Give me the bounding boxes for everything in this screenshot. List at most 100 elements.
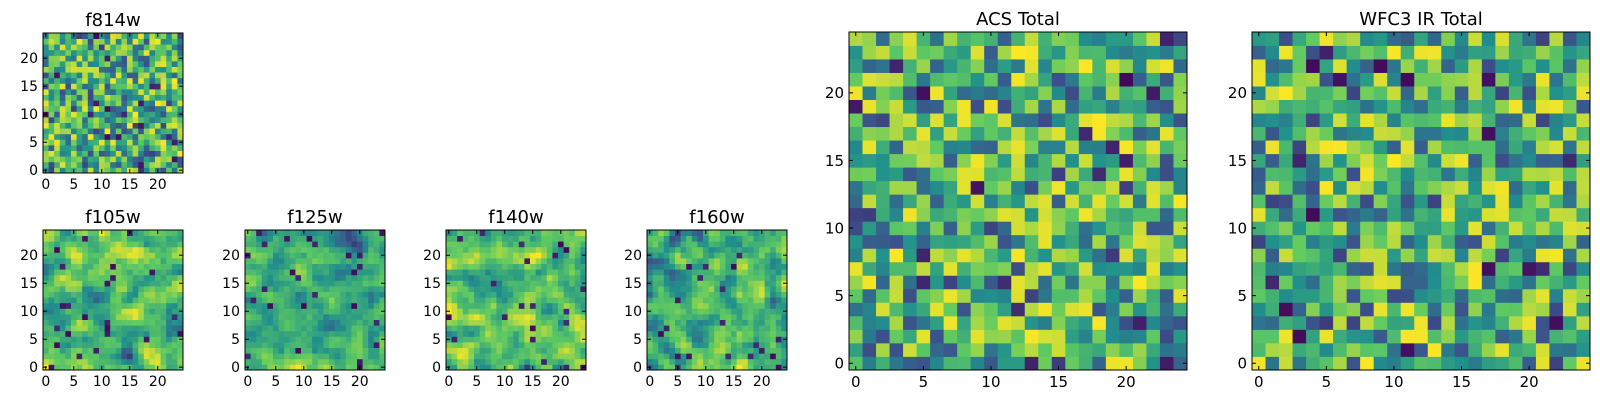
heatmap-cell [59,117,66,123]
heatmap-cell [329,302,335,309]
heatmap-cell [1132,275,1147,290]
heatmap-cell [984,59,999,73]
heatmap-cell [490,342,497,348]
heatmap-cell [76,235,83,242]
heatmap-cell [725,252,732,259]
heatmap-cell [563,302,570,309]
heatmap-cell [115,364,122,371]
heatmap-cell [1562,59,1577,73]
heatmap-cell [1535,261,1550,276]
heatmap-cell [121,230,128,236]
heatmap-cell [1562,45,1577,60]
heatmap-cell [1387,180,1402,195]
heatmap-cell [697,235,704,242]
heatmap-cell [166,83,173,90]
heatmap-cell [295,291,302,298]
heatmap-cell [1051,99,1066,114]
heatmap-cell [708,274,715,281]
heatmap-cell [306,252,313,259]
heatmap-cell [171,246,178,253]
heatmap-cell [530,235,536,242]
heatmap-cell [446,269,452,276]
heatmap-cell [558,235,564,242]
heatmap-cell [535,291,542,298]
heatmap-cell [1173,86,1188,100]
heatmap-cell [65,72,72,79]
heatmap-cell [1576,140,1591,155]
heatmap-cell [256,235,263,242]
heatmap-cell [1292,45,1307,60]
heatmap-cell [110,347,117,354]
heatmap-cell [149,336,156,343]
heatmap-cell [1346,194,1361,209]
heatmap-cell [479,364,486,371]
heatmap-cell [496,230,503,236]
heatmap-cell [903,113,917,128]
heatmap-cell [138,286,145,292]
heatmap-cell [1038,288,1053,303]
heatmap-cell [1508,180,1523,195]
heatmap-cell [132,230,139,236]
heatmap-cell [742,297,749,304]
heatmap-cell [171,100,178,107]
heatmap-cell [1360,113,1375,128]
heatmap-cell [48,150,55,157]
heatmap-cell [1562,329,1577,344]
heatmap-cell [541,325,548,332]
heatmap-cell [541,280,548,287]
heatmap-cell [155,133,161,140]
heatmap-cell [997,315,1012,330]
heatmap-cell [171,83,178,90]
heatmap-cell [59,38,66,45]
heatmap-cell [725,230,732,236]
heatmap-cell [1454,167,1469,182]
heatmap-cell [1481,356,1496,371]
heatmap-cell [552,291,559,298]
heatmap-cell [849,356,863,371]
heatmap-cell [1065,153,1080,168]
heatmap-cell [273,297,279,304]
heatmap-cell [1373,288,1388,303]
heatmap-cell [155,308,161,315]
heatmap-cell [781,325,788,332]
heatmap-cell [1252,234,1266,249]
heatmap-cell [99,150,105,157]
heatmap-cell [708,230,715,236]
heatmap-cell [507,263,514,270]
heatmap-cell [725,297,732,304]
heatmap-cell [1252,167,1266,182]
heatmap-cell [1360,261,1375,276]
heatmap-cell [1051,45,1066,60]
heatmap-cell [278,291,285,298]
heatmap-cell [1562,221,1577,236]
heatmap-cell [289,358,296,365]
heatmap-cell [177,44,184,51]
heatmap-cell [166,308,173,315]
heatmap-cell [143,246,150,253]
heatmap-cell [54,139,61,146]
heatmap-cell [753,235,760,242]
heatmap-cell [1576,72,1591,87]
heatmap-cell [368,246,375,253]
heatmap-cell [373,319,380,326]
heatmap-cell [93,122,100,129]
heatmap-cell [862,167,877,182]
heatmap-cell [82,83,89,90]
heatmap-cell [1011,275,1026,290]
heatmap-cell [171,336,178,343]
heatmap-cell [1078,59,1093,73]
heatmap-cell [48,297,55,304]
heatmap-cell [357,297,363,304]
heatmap-cell [1024,153,1039,168]
heatmap-cell [121,117,128,123]
heatmap-cell [1292,248,1307,263]
heatmap-cell [54,347,61,354]
heatmap-cell [725,319,732,326]
heatmap-cell [340,291,347,298]
heatmap-cell [177,156,184,163]
heatmap-cell [1038,59,1053,73]
heatmap-cell [93,286,100,292]
heatmap-cell [166,105,173,112]
heatmap-cell [278,308,285,315]
heatmap-cell [317,342,324,348]
